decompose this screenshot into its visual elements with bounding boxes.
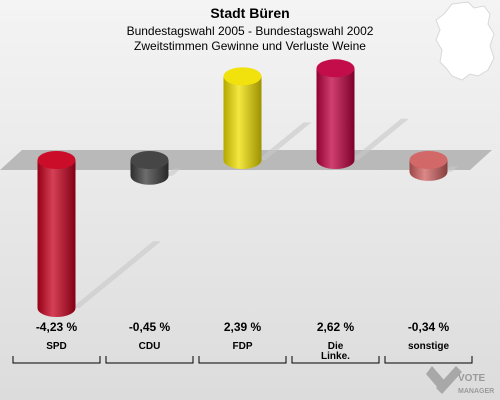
category-label: CDU: [139, 341, 161, 352]
value-label: 2,39 %: [224, 320, 262, 334]
category-bracket: [291, 356, 380, 364]
bar-sonstige: [409, 151, 448, 181]
vote-manager-check-icon: [426, 366, 462, 394]
category-bracket: [105, 356, 194, 364]
category-bracket: [198, 356, 287, 364]
value-label: -4,23 %: [36, 320, 78, 334]
value-label: 2,62 %: [317, 320, 355, 334]
vote-manager-logo: VOTE MANAGER: [426, 366, 494, 395]
category-label: SPD: [46, 341, 67, 352]
chart-subtitle-line-1: Bundestagswahl 2005 - Bundestagswahl 200…: [127, 24, 374, 38]
vote-manager-logo-line-1: VOTE: [458, 373, 486, 384]
bar-shadow: [71, 241, 161, 309]
bar-spd: [37, 151, 76, 318]
bars-group: [37, 59, 448, 318]
category-bracket: [12, 356, 101, 364]
bar-shadows: [71, 118, 459, 309]
value-label: -0,45 %: [129, 320, 171, 334]
chart-title: Stadt Büren: [210, 5, 289, 21]
category-bracket: [384, 356, 473, 364]
category-label: FDP: [233, 341, 253, 352]
value-label: -0,34 %: [408, 320, 450, 334]
chart-subtitle-line-2: Zweitstimmen Gewinne und Verluste Weine: [134, 39, 366, 53]
germany-map-icon: [435, 1, 495, 81]
value-labels-group: -4,23 % -0,45 % 2,39 % 2,62 % -0,34 %: [36, 320, 450, 334]
bar-shadow: [257, 122, 312, 160]
bar-cdu: [130, 151, 169, 185]
category-label: sonstige: [408, 341, 450, 352]
bar-fdp: [223, 67, 262, 169]
bar-die-linke: [316, 59, 355, 169]
bar-shadow: [164, 168, 182, 176]
vote-manager-logo-line-2: MANAGER: [458, 388, 494, 395]
bar-shadow: [350, 118, 409, 160]
category-label: Die: [328, 341, 344, 352]
category-label: Linke.: [321, 351, 350, 362]
